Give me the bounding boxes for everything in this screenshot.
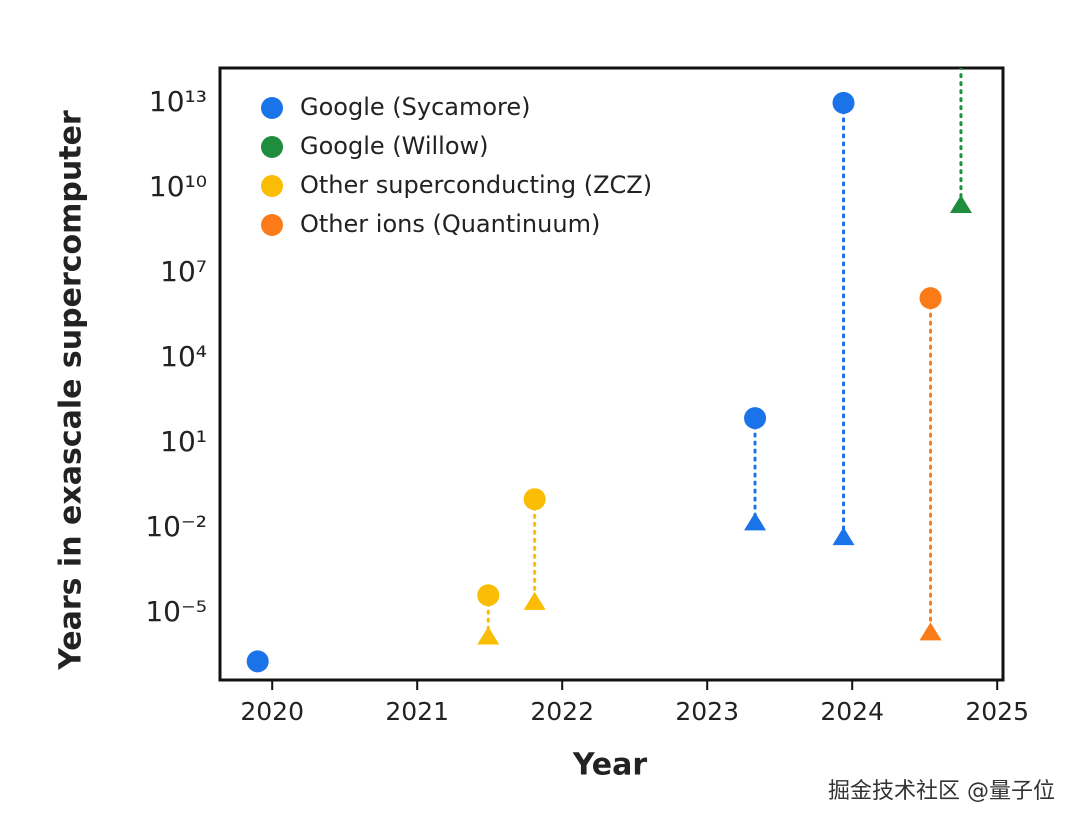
y-tick-label: 10¹ (160, 425, 207, 458)
lower-bound-marker (523, 591, 546, 610)
y-tick-label: 10⁴ (160, 340, 207, 373)
plot-frame (218, 66, 1005, 682)
legend-marker (261, 214, 283, 236)
value-marker (477, 584, 500, 607)
y-tick-label: 10⁻² (145, 510, 207, 543)
y-tick-label: 10⁷ (160, 255, 207, 288)
value-marker (919, 287, 942, 310)
legend-label: Other ions (Quantinuum) (300, 210, 600, 238)
value-marker (246, 650, 269, 673)
x-tick-label: 2020 (240, 697, 304, 726)
x-tick-label: 2021 (385, 697, 449, 726)
x-tick-label: 2023 (675, 697, 739, 726)
lower-bound-marker (744, 512, 767, 531)
value-marker (523, 488, 546, 511)
legend-marker (261, 97, 283, 119)
lower-bound-marker (477, 626, 500, 645)
legend-label: Other superconducting (ZCZ) (300, 171, 652, 199)
x-tick-label: 2025 (965, 697, 1029, 726)
value-marker (744, 407, 767, 430)
y-tick-label: 10¹³ (149, 85, 207, 118)
x-tick-label: 2024 (820, 697, 884, 726)
lower-bound-marker (949, 195, 972, 214)
x-axis-label: Year (572, 748, 648, 783)
watermark: 掘金技术社区 @量子位 (828, 779, 1055, 804)
lower-bound-marker (919, 622, 942, 641)
y-axis-label: Years in exascale supercomputer (54, 110, 89, 671)
legend-label: Google (Sycamore) (300, 93, 531, 121)
y-tick-label: 10⁻⁵ (145, 595, 207, 628)
legend-marker (261, 175, 283, 197)
legend-label: Google (Willow) (300, 132, 489, 160)
legend-marker (261, 136, 283, 158)
plot-area (246, 68, 972, 673)
value-marker (832, 91, 855, 114)
y-tick-label: 10¹⁰ (149, 170, 207, 203)
x-tick-label: 2022 (530, 697, 594, 726)
lower-bound-marker (832, 527, 855, 546)
